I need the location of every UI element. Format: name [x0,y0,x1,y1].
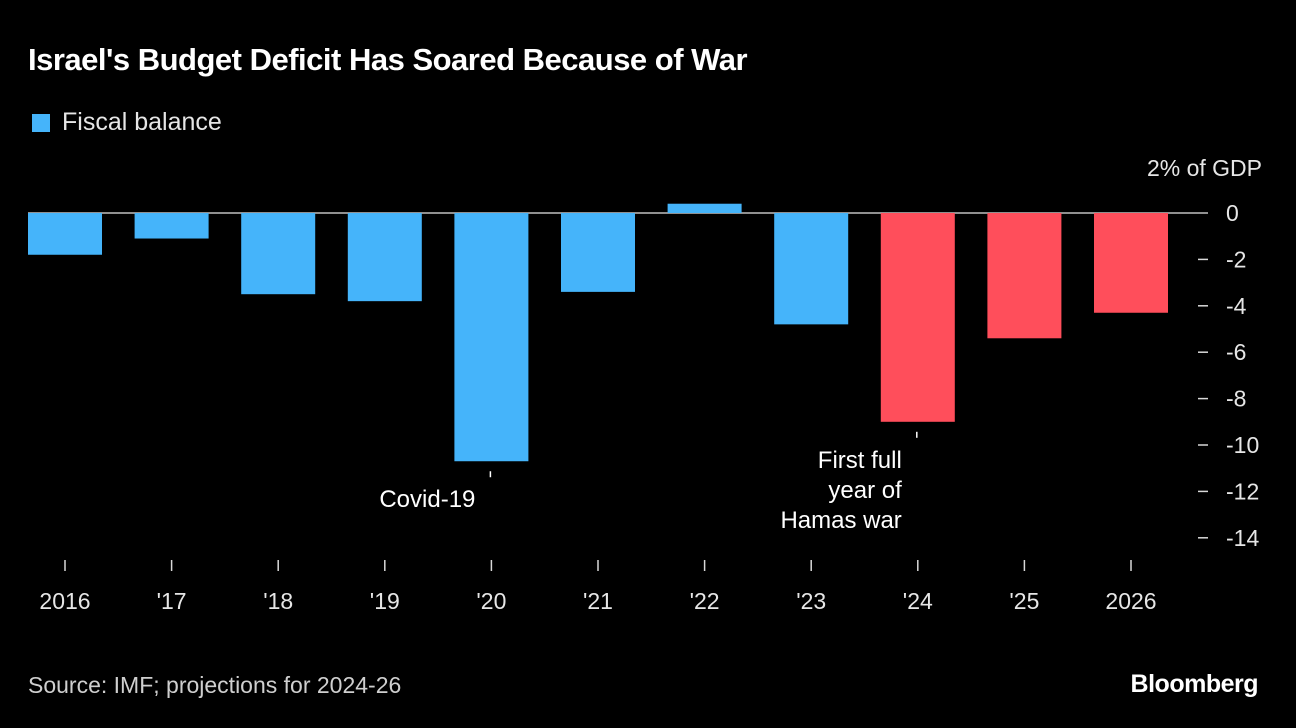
bar-2016 [28,213,102,255]
x-tick-label: '22 [690,588,720,614]
x-tick-label: '25 [1009,588,1039,614]
x-tick-label: '19 [370,588,400,614]
y-tick-label: 0 [1226,200,1239,226]
y-tick-label: -8 [1226,386,1246,412]
x-tick-label: 2026 [1105,588,1156,614]
bar-22 [667,203,742,213]
x-tick-label: '21 [583,588,613,614]
legend-label-fiscal-balance: Fiscal balance [62,108,222,136]
bar-17 [134,213,209,239]
y-tick-label: -12 [1226,478,1259,504]
annotation-text: Hamas war [780,507,901,534]
bar-24 [880,213,955,422]
y-tick-label: -6 [1226,339,1246,365]
legend: Fiscal balance [32,108,222,137]
y-axis-unit-label: 2% of GDP [1147,155,1262,181]
x-tick-label: '23 [796,588,826,614]
bar-18 [241,213,316,295]
bar-2026 [1094,213,1168,313]
x-tick-label: '17 [157,588,187,614]
annotation-text: First full [818,447,902,474]
annotation-text: year of [828,477,902,504]
chart-title: Israel's Budget Deficit Has Soared Becau… [28,42,748,77]
bar-25 [987,213,1062,339]
bar-21 [561,213,635,292]
x-tick-label: '24 [903,588,933,614]
y-tick-label: -4 [1226,293,1247,319]
source-note: Source: IMF; projections for 2024-26 [28,672,402,698]
x-tick-label: '20 [476,588,506,614]
bloomberg-logo: Bloomberg [1130,670,1259,698]
x-tick-label: '18 [263,588,293,614]
y-tick-label: -10 [1226,432,1259,458]
x-tick-label: 2016 [39,588,90,614]
annotation-text: Covid-19 [379,486,475,513]
legend-swatch-fiscal-balance [32,113,50,132]
bar-19 [347,213,422,302]
y-tick-label: -14 [1226,525,1259,551]
bar-23 [774,213,849,325]
y-tick-label: -2 [1226,246,1246,272]
bar-20 [454,213,529,462]
